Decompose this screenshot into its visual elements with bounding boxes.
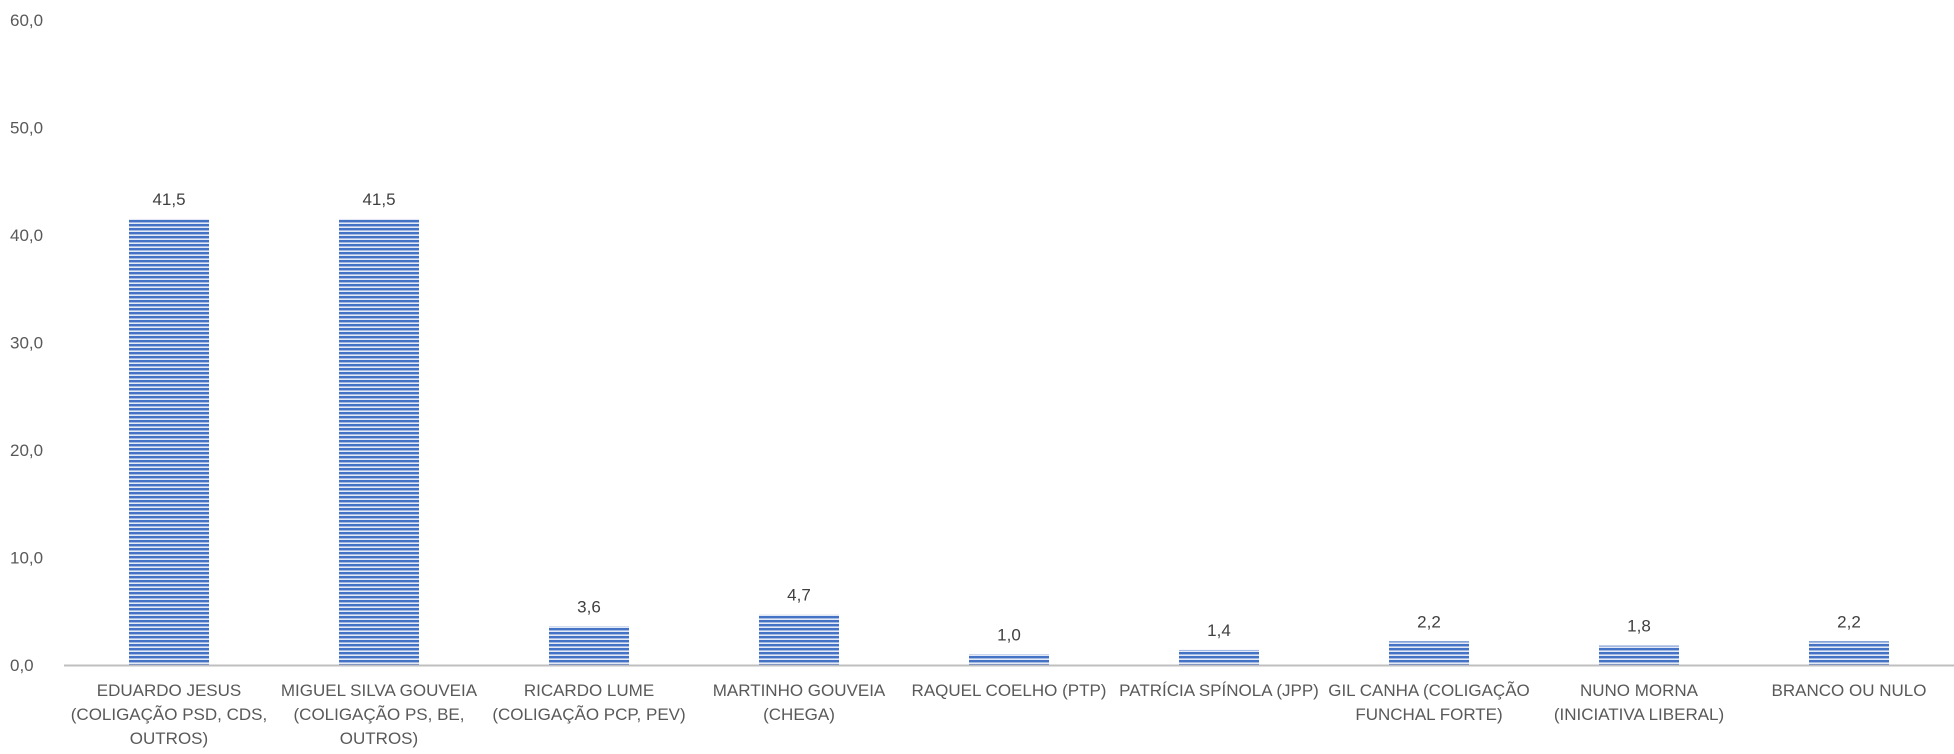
x-tick-label-line: OUTROS) <box>340 729 418 748</box>
x-tick-label-line: RAQUEL COELHO (PTP) <box>912 681 1107 700</box>
x-tick-label-line: NUNO MORNA <box>1580 681 1699 700</box>
x-tick-label: GIL CANHA (COLIGAÇÃO FUNCHAL FORTE) <box>1328 681 1530 724</box>
data-label: 1,4 <box>1207 621 1231 640</box>
bar <box>1599 646 1679 665</box>
y-axis: 0,0 10,0 20,0 30,0 40,0 50,0 60,0 <box>10 11 43 675</box>
y-tick-label: 20,0 <box>10 441 43 460</box>
x-tick-label-line: EDUARDO JESUS <box>97 681 242 700</box>
y-tick-label: 60,0 <box>10 11 43 30</box>
x-tick-label-line: (COLIGAÇÃO PCP, PEV) <box>492 705 685 724</box>
data-label: 4,7 <box>787 585 811 604</box>
x-axis: EDUARDO JESUS (COLIGAÇÃO PSD, CDS, OUTROS)… <box>71 681 1927 748</box>
x-tick-label-line: OUTROS) <box>130 729 208 748</box>
data-label: 41,5 <box>362 190 395 209</box>
y-tick-label: 50,0 <box>10 119 43 138</box>
x-tick-label-line: (COLIGAÇÃO PS, BE, <box>294 705 465 724</box>
x-tick-label: NUNO MORNA (INICIATIVA LIBERAL) <box>1554 681 1724 724</box>
bar <box>969 654 1049 665</box>
data-label: 2,2 <box>1837 612 1861 631</box>
x-tick-label-line: PATRÍCIA SPÍNOLA (JPP) <box>1119 681 1319 700</box>
y-tick-label: 0,0 <box>10 656 34 675</box>
bar-series <box>129 219 1889 665</box>
x-tick-label: MIGUEL SILVA GOUVEIA (COLIGAÇÃO PS, BE, OU… <box>281 681 478 748</box>
x-tick-label-line: MIGUEL SILVA GOUVEIA <box>281 681 478 700</box>
x-tick-label-line: BRANCO OU NULO <box>1772 681 1927 700</box>
data-label: 3,6 <box>577 597 601 616</box>
x-tick-label-line: (CHEGA) <box>763 705 835 724</box>
data-label: 41,5 <box>152 190 185 209</box>
bar <box>549 626 629 665</box>
x-tick-label-line: GIL CANHA (COLIGAÇÃO <box>1328 681 1530 700</box>
data-label: 1,8 <box>1627 617 1651 636</box>
data-label: 2,2 <box>1417 612 1441 631</box>
bar <box>1179 650 1259 665</box>
x-tick-label: BRANCO OU NULO <box>1772 681 1927 700</box>
x-tick-label-line: FUNCHAL FORTE) <box>1355 705 1502 724</box>
y-tick-label: 30,0 <box>10 334 43 353</box>
x-tick-label: PATRÍCIA SPÍNOLA (JPP) <box>1119 681 1319 700</box>
bar <box>1389 641 1469 665</box>
bar <box>759 614 839 665</box>
bar <box>339 219 419 665</box>
y-tick-label: 40,0 <box>10 226 43 245</box>
data-label: 1,0 <box>997 625 1021 644</box>
y-tick-label: 10,0 <box>10 549 43 568</box>
x-tick-label-line: (INICIATIVA LIBERAL) <box>1554 705 1724 724</box>
x-tick-label-line: (COLIGAÇÃO PSD, CDS, <box>71 705 267 724</box>
x-tick-label: EDUARDO JESUS (COLIGAÇÃO PSD, CDS, OUTROS) <box>71 681 267 748</box>
x-tick-label: RAQUEL COELHO (PTP) <box>912 681 1107 700</box>
x-tick-label-line: MARTINHO GOUVEIA <box>713 681 886 700</box>
bar <box>1809 641 1889 665</box>
x-tick-label: MARTINHO GOUVEIA (CHEGA) <box>713 681 886 724</box>
x-tick-label: RICARDO LUME (COLIGAÇÃO PCP, PEV) <box>492 681 685 724</box>
x-tick-label-line: RICARDO LUME <box>524 681 654 700</box>
bar <box>129 219 209 665</box>
